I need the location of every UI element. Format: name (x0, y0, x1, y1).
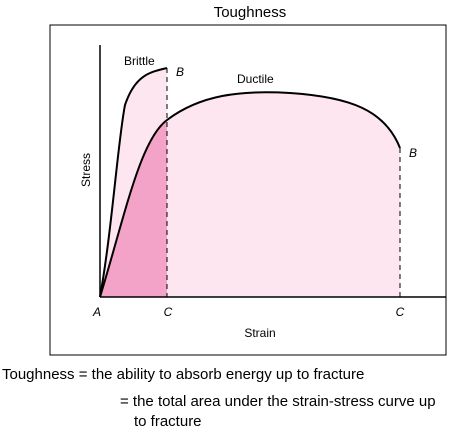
point-label: C (164, 305, 173, 319)
brittle-label: Brittle (124, 54, 155, 68)
frame (49, 24, 447, 356)
brittle-curve (99, 67, 168, 298)
ductile-curve (99, 91, 401, 298)
point-label: B (176, 65, 184, 79)
x-axis-label: Strain (244, 326, 275, 340)
definition-text: to fracture (134, 413, 202, 430)
title: Toughness (214, 4, 287, 21)
y-axis-label: Stress (79, 153, 93, 187)
ductile-area (167, 92, 400, 297)
definition-text: Toughness = the ability to absorb energy… (2, 366, 364, 383)
definition-text: = the total area under the strain-stress… (120, 393, 436, 410)
point-label: A (92, 305, 101, 319)
brittle-toughness-area (100, 120, 167, 297)
point-label: B (409, 146, 417, 160)
ductile-label: Ductile (237, 72, 274, 86)
point-label: C (396, 305, 405, 319)
